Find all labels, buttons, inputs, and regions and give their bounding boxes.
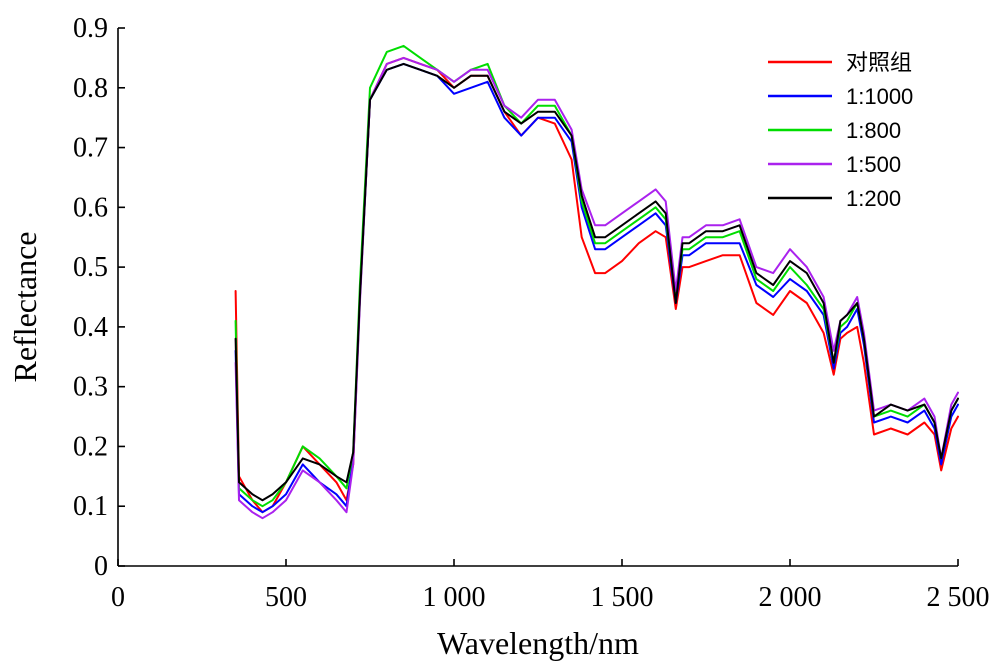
legend-label: 1:500	[846, 152, 901, 177]
legend-label: 对照组	[846, 50, 912, 75]
x-tick-label: 500	[265, 582, 307, 613]
y-tick-label: 0.7	[73, 133, 108, 164]
y-tick-label: 0.9	[73, 13, 108, 44]
y-tick-label: 0	[94, 551, 108, 582]
series-line	[234, 56, 959, 520]
y-tick-label: 0.3	[73, 372, 108, 403]
legend-label: 1:800	[846, 118, 901, 143]
x-tick-label: 0	[111, 582, 125, 613]
x-tick-label: 1 500	[591, 582, 654, 613]
y-tick-label: 0.1	[73, 491, 108, 522]
legend-label: 1:200	[846, 186, 901, 211]
legend-label: 1:1000	[846, 84, 913, 109]
y-tick-label: 0.2	[73, 431, 108, 462]
series-lines	[234, 44, 959, 520]
y-axis-title: Reflectance	[7, 232, 43, 383]
x-tick-label: 2 500	[927, 582, 990, 613]
y-tick-label: 0.6	[73, 192, 108, 223]
legend: 对照组 1:1000 1:800 1:500 1:200	[768, 50, 913, 211]
series-line	[234, 62, 959, 514]
series-line	[234, 56, 959, 514]
x-axis-title: Wavelength/nm	[437, 625, 639, 661]
x-axis-ticks: 0 500 1 000 1 500 2 000 2 500	[111, 559, 990, 613]
y-tick-label: 0.4	[73, 312, 108, 343]
x-tick-label: 1 000	[423, 582, 486, 613]
series-line	[234, 62, 959, 502]
y-tick-label: 0.8	[73, 73, 108, 104]
series-line	[234, 44, 959, 508]
y-axis-ticks: 0 0.1 0.2 0.3 0.4 0.5 0.6 0.7 0.8 0.9	[73, 13, 125, 582]
x-tick-label: 2 000	[759, 582, 822, 613]
y-tick-label: 0.5	[73, 252, 108, 283]
